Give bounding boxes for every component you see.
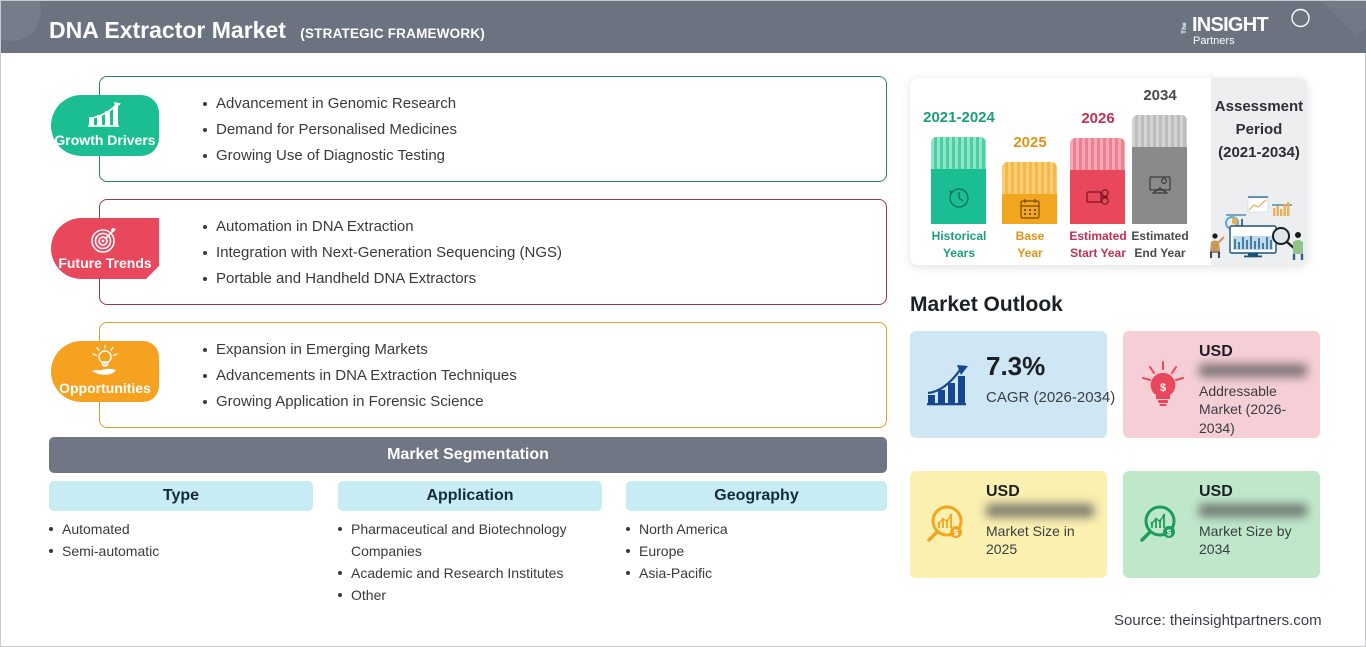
svg-text:The: The xyxy=(1181,22,1188,34)
svg-text:Partners: Partners xyxy=(1193,35,1235,47)
svg-text:$: $ xyxy=(954,529,959,538)
svg-text:INSIGHT: INSIGHT xyxy=(1192,14,1268,36)
svg-text:$: $ xyxy=(1160,382,1166,394)
svg-text:$: $ xyxy=(1167,529,1172,538)
